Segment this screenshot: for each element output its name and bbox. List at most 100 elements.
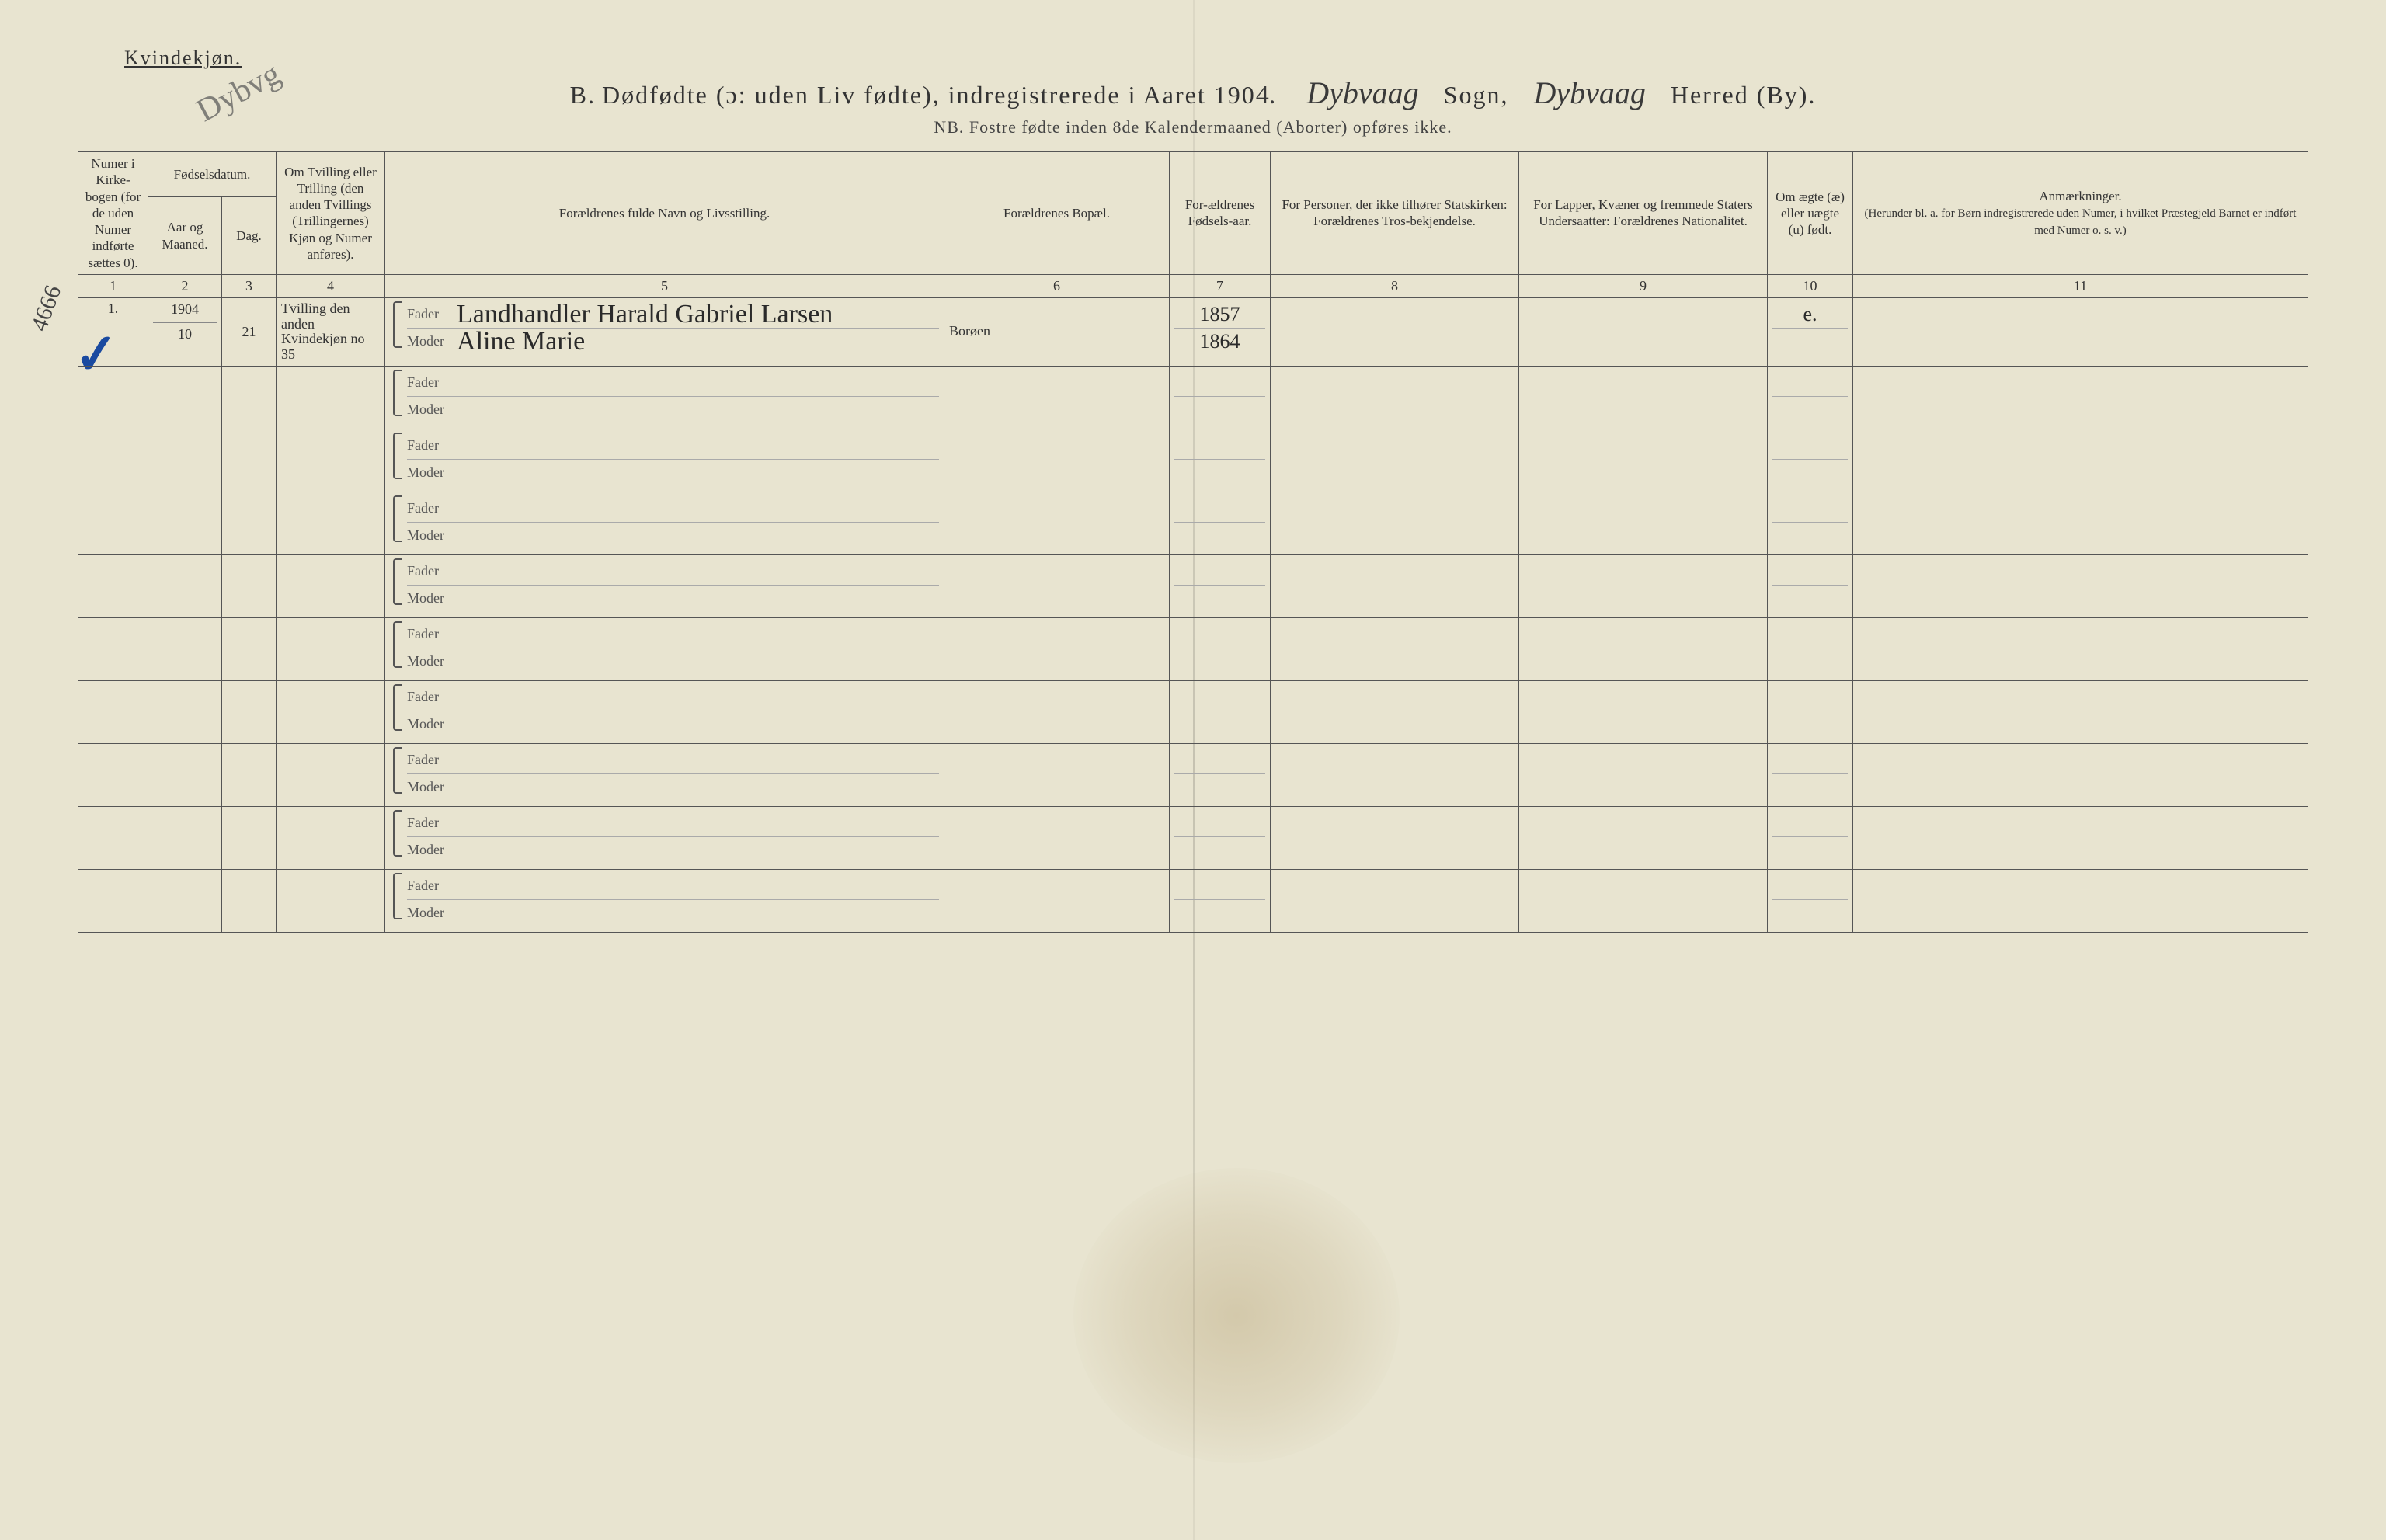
cell-parent-birthyears <box>1170 554 1271 617</box>
moder-label: Moder <box>407 464 457 481</box>
margin-archival-number: 4666 <box>26 282 67 335</box>
herred-handwritten: Dybvaag <box>1533 75 1645 110</box>
colnum-3: 3 <box>222 274 277 297</box>
colnum-5: 5 <box>385 274 944 297</box>
cell-day <box>222 492 277 554</box>
colnum-10: 10 <box>1768 274 1853 297</box>
col11-sub: (Herunder bl. a. for Børn indregistrered… <box>1865 207 2297 237</box>
cell-year-month <box>148 680 222 743</box>
cell-parents: FaderModer <box>385 429 944 492</box>
bracket-icon <box>393 495 402 542</box>
col2a-header: Aar og Maaned. <box>148 197 222 274</box>
cell-number <box>78 366 148 429</box>
table-body: 1.19041021Tvilling den anden Kvindekjøn … <box>78 297 2308 932</box>
cell-day <box>222 429 277 492</box>
table-row: FaderModer <box>78 869 2308 932</box>
fader-label: Fader <box>407 752 457 768</box>
cell-nationality <box>1519 743 1768 806</box>
colnum-11: 11 <box>1853 274 2308 297</box>
cell-confession <box>1271 429 1519 492</box>
cell-legitimacy <box>1768 743 1853 806</box>
cell-remarks <box>1853 492 2308 554</box>
bracket-icon <box>393 370 402 416</box>
table-row: FaderModer <box>78 429 2308 492</box>
moder-label: Moder <box>407 402 457 418</box>
gender-heading: Kvindekjøn. <box>124 47 2308 70</box>
cell-remarks <box>1853 743 2308 806</box>
cell-legitimacy <box>1768 806 1853 869</box>
cell-remarks <box>1853 366 2308 429</box>
cell-number <box>78 743 148 806</box>
table-header: Numer i Kirke-bogen (for de uden Numer i… <box>78 152 2308 298</box>
col2b-header: Dag. <box>222 197 277 274</box>
cell-number <box>78 869 148 932</box>
table-row: FaderModer <box>78 617 2308 680</box>
cell-number: 1. <box>78 297 148 366</box>
moder-label: Moder <box>407 716 457 732</box>
cell-residence <box>944 680 1170 743</box>
sogn-label: Sogn, <box>1444 81 1509 109</box>
cell-residence <box>944 366 1170 429</box>
cell-year-month <box>148 366 222 429</box>
cell-day <box>222 554 277 617</box>
cell-number <box>78 554 148 617</box>
col1-header: Numer i Kirke-bogen (for de uden Numer i… <box>78 152 148 275</box>
water-stain <box>1073 1168 1400 1463</box>
cell-confession <box>1271 366 1519 429</box>
father-name: Landhandler Harald Gabriel Larsen <box>457 300 833 329</box>
col11-header: Anmærkninger. (Herunder bl. a. for Børn … <box>1853 152 2308 275</box>
cell-twin <box>277 554 385 617</box>
table-row: FaderModer <box>78 554 2308 617</box>
fader-label: Fader <box>407 374 457 391</box>
cell-parents: FaderModer <box>385 554 944 617</box>
cell-twin <box>277 366 385 429</box>
cell-day <box>222 743 277 806</box>
cell-residence <box>944 743 1170 806</box>
cell-day <box>222 366 277 429</box>
cell-day <box>222 806 277 869</box>
cell-year-month <box>148 743 222 806</box>
cell-remarks <box>1853 297 2308 366</box>
cell-nationality <box>1519 806 1768 869</box>
cell-twin <box>277 680 385 743</box>
cell-day <box>222 869 277 932</box>
year-handwritten: 4. <box>1256 81 1276 110</box>
col5-header: Forældrenes fulde Navn og Livsstilling. <box>385 152 944 275</box>
cell-parents: FaderModer <box>385 617 944 680</box>
cell-number <box>78 680 148 743</box>
cell-remarks <box>1853 869 2308 932</box>
bracket-icon <box>393 558 402 605</box>
bracket-icon <box>393 301 402 348</box>
title-row: B. Dødfødte (ɔ: uden Liv fødte), indregi… <box>78 75 2308 111</box>
register-page: 4666 ✓ Kvindekjøn. Dybvg B. Dødfødte (ɔ:… <box>0 0 2386 1540</box>
fader-label: Fader <box>407 689 457 705</box>
colnum-1: 1 <box>78 274 148 297</box>
cell-nationality <box>1519 366 1768 429</box>
cell-parents: Fader Moder <box>385 366 944 429</box>
cell-parent-birthyears <box>1170 492 1271 554</box>
title-main: Dødfødte (ɔ: uden Liv fødte), indregistr… <box>602 81 1256 109</box>
nb-note: NB. Fostre fødte inden 8de Kalendermaane… <box>78 117 2308 137</box>
colnum-6: 6 <box>944 274 1170 297</box>
cell-remarks <box>1853 554 2308 617</box>
mother-name: Aline Marie <box>457 327 585 356</box>
col8-header: For Personer, der ikke tilhører Statskir… <box>1271 152 1519 275</box>
cell-parent-birthyears <box>1170 429 1271 492</box>
cell-confession <box>1271 617 1519 680</box>
bracket-icon <box>393 810 402 857</box>
column-number-row: 1 2 3 4 5 6 7 8 9 10 11 <box>78 274 2308 297</box>
cell-nationality <box>1519 680 1768 743</box>
cell-confession <box>1271 492 1519 554</box>
cell-number <box>78 492 148 554</box>
cell-year-month <box>148 554 222 617</box>
register-table: Numer i Kirke-bogen (for de uden Numer i… <box>78 151 2308 933</box>
cell-parents: FaderModer <box>385 869 944 932</box>
cell-legitimacy <box>1768 617 1853 680</box>
cell-confession <box>1271 869 1519 932</box>
cell-year-month <box>148 806 222 869</box>
cell-twin: Tvilling den anden Kvindekjøn no 35 <box>277 297 385 366</box>
cell-year-month: 190410 <box>148 297 222 366</box>
cell-legitimacy <box>1768 554 1853 617</box>
col6-header: Forældrenes Bopæl. <box>944 152 1170 275</box>
cell-nationality <box>1519 297 1768 366</box>
